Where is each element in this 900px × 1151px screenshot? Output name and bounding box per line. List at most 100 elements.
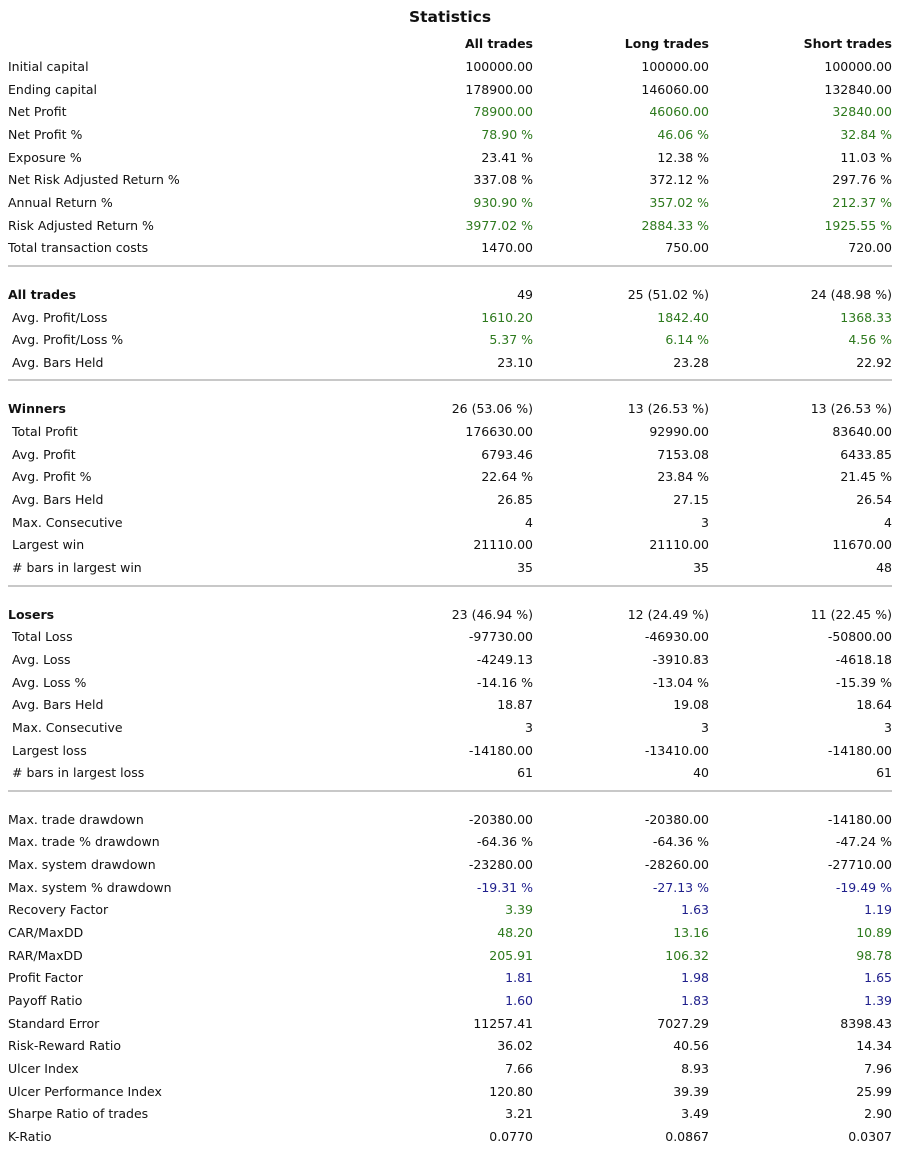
row-label: Max. system % drawdown xyxy=(8,880,172,895)
long-trades-value: 92990.00 xyxy=(649,424,709,439)
long-trades-value: 19.08 xyxy=(673,697,709,712)
all-trades-value: 11257.41 xyxy=(473,1016,533,1031)
short-trades-value: 4.56 % xyxy=(848,332,892,347)
table-row: Avg. Profit % 22.64 % 23.84 % 21.45 % xyxy=(0,469,900,487)
table-row: # bars in largest loss 61 40 61 xyxy=(0,765,900,783)
table-row: Exposure % 23.41 % 12.38 % 11.03 % xyxy=(0,150,900,168)
all-trades-value: 1.60 xyxy=(505,993,533,1008)
long-trades-value: 25 (51.02 %) xyxy=(627,287,709,302)
all-trades-value: 5.37 % xyxy=(489,332,533,347)
all-trades-value: 1610.20 xyxy=(481,310,533,325)
all-trades-value: 930.90 % xyxy=(473,195,533,210)
all-trades-value: -23280.00 xyxy=(468,857,533,872)
section-divider xyxy=(8,790,892,792)
long-trades-value: 3.49 xyxy=(681,1106,709,1121)
column-header-short-trades: Short trades xyxy=(803,36,892,51)
all-trades-value: -4249.13 xyxy=(476,652,533,667)
table-row: Total Profit 176630.00 92990.00 83640.00 xyxy=(0,424,900,442)
row-label: Largest loss xyxy=(12,743,87,758)
short-trades-value: 1.65 xyxy=(864,970,892,985)
all-trades-value: 3.21 xyxy=(505,1106,533,1121)
all-trades-value: 0.0770 xyxy=(489,1129,533,1144)
long-trades-value: 40 xyxy=(693,765,709,780)
all-trades-value: 6793.46 xyxy=(481,447,533,462)
all-trades-value: 78900.00 xyxy=(473,104,533,119)
row-label: Avg. Bars Held xyxy=(12,355,104,370)
table-row: # bars in largest win 35 35 48 xyxy=(0,560,900,578)
table-row: Largest win 21110.00 21110.00 11670.00 xyxy=(0,537,900,555)
short-trades-value: 24 (48.98 %) xyxy=(810,287,892,302)
long-trades-value: 1.63 xyxy=(681,902,709,917)
table-row: Max. system drawdown -23280.00 -28260.00 -2… xyxy=(0,857,900,875)
row-label: Avg. Loss xyxy=(12,652,71,667)
short-trades-value: -50800.00 xyxy=(827,629,892,644)
all-trades-value: 61 xyxy=(517,765,533,780)
short-trades-value: 7.96 xyxy=(864,1061,892,1076)
table-row: Largest loss -14180.00 -13410.00 -14180.00 xyxy=(0,743,900,761)
row-label: Profit Factor xyxy=(8,970,83,985)
section-divider xyxy=(8,585,892,587)
table-row: Avg. Bars Held 26.85 27.15 26.54 xyxy=(0,492,900,510)
row-label: Ulcer Performance Index xyxy=(8,1084,162,1099)
all-trades-value: 22.64 % xyxy=(481,469,533,484)
row-label: Avg. Profit % xyxy=(12,469,92,484)
row-label: Avg. Profit/Loss xyxy=(12,310,108,325)
short-trades-value: 32.84 % xyxy=(840,127,892,142)
long-trades-value: 106.32 xyxy=(665,948,709,963)
short-trades-value: 10.89 xyxy=(856,925,892,940)
row-label: Largest win xyxy=(12,537,85,552)
long-trades-value: 7027.29 xyxy=(657,1016,709,1031)
row-label: Winners xyxy=(8,401,66,416)
row-label: Total transaction costs xyxy=(8,240,149,255)
page-title: Statistics xyxy=(408,8,492,26)
row-label: # bars in largest win xyxy=(12,560,142,575)
row-label: Risk Adjusted Return % xyxy=(8,218,154,233)
short-trades-value: -4618.18 xyxy=(835,652,892,667)
all-trades-value: 49 xyxy=(517,287,533,302)
all-trades-value: -14.16 % xyxy=(476,675,533,690)
table-row: Avg. Loss % -14.16 % -13.04 % -15.39 % xyxy=(0,675,900,693)
long-trades-value: 1.98 xyxy=(681,970,709,985)
row-label: Avg. Loss % xyxy=(12,675,87,690)
long-trades-value: 146060.00 xyxy=(641,82,709,97)
short-trades-value: 6433.85 xyxy=(840,447,892,462)
short-trades-value: 0.0307 xyxy=(848,1129,892,1144)
column-header-all-trades: All trades xyxy=(464,36,533,51)
row-label: Total Profit xyxy=(12,424,78,439)
long-trades-value: 2884.33 % xyxy=(641,218,709,233)
table-row: CAR/MaxDD 48.20 13.16 10.89 xyxy=(0,925,900,943)
row-label: Risk-Reward Ratio xyxy=(8,1038,122,1053)
long-trades-value: -3910.83 xyxy=(652,652,709,667)
column-header-long-trades: Long trades xyxy=(624,36,709,51)
short-trades-value: 1368.33 xyxy=(840,310,892,325)
row-label: All trades xyxy=(8,287,77,302)
all-trades-value: 100000.00 xyxy=(465,59,533,74)
row-label: Net Risk Adjusted Return % xyxy=(8,172,180,187)
row-label: Annual Return % xyxy=(8,195,113,210)
long-trades-value: -64.36 % xyxy=(652,834,709,849)
table-row: K-Ratio 0.0770 0.0867 0.0307 xyxy=(0,1129,900,1147)
table-row: Net Profit % 78.90 % 46.06 % 32.84 % xyxy=(0,127,900,145)
table-row: Winners 26 (53.06 %) 13 (26.53 %) 13 (26.53… xyxy=(0,401,900,419)
long-trades-value: 40.56 xyxy=(673,1038,709,1053)
short-trades-value: 1.39 xyxy=(864,993,892,1008)
table-row: Total transaction costs 1470.00 750.00 720.… xyxy=(0,240,900,258)
table-row: All trades 49 25 (51.02 %) 24 (48.98 %) xyxy=(0,287,900,305)
all-trades-value: 7.66 xyxy=(505,1061,533,1076)
short-trades-value: -19.49 % xyxy=(835,880,892,895)
row-label: Net Profit xyxy=(8,104,67,119)
row-label: Payoff Ratio xyxy=(8,993,83,1008)
table-row: Max. Consecutive 3 3 3 xyxy=(0,720,900,738)
table-row: Standard Error 11257.41 7027.29 8398.43 xyxy=(0,1016,900,1034)
short-trades-value: 1925.55 % xyxy=(824,218,892,233)
row-label: CAR/MaxDD xyxy=(8,925,84,940)
short-trades-value: 3 xyxy=(884,720,892,735)
long-trades-value: -46930.00 xyxy=(644,629,709,644)
short-trades-value: 26.54 xyxy=(856,492,892,507)
row-label: Avg. Bars Held xyxy=(12,697,104,712)
short-trades-value: 21.45 % xyxy=(840,469,892,484)
row-label: Avg. Bars Held xyxy=(12,492,104,507)
table-row: Total Loss -97730.00 -46930.00 -50800.00 xyxy=(0,629,900,647)
short-trades-value: 8398.43 xyxy=(840,1016,892,1031)
all-trades-value: 3977.02 % xyxy=(465,218,533,233)
